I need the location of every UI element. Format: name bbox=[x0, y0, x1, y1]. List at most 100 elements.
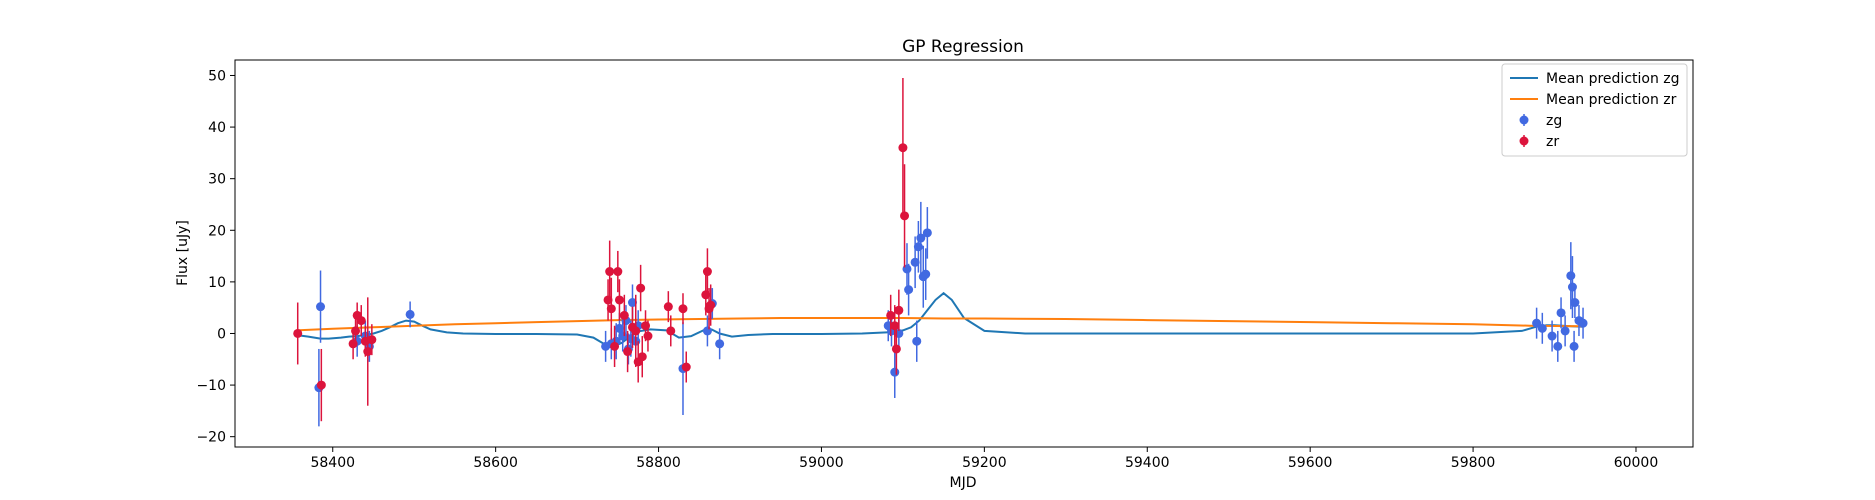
legend: Mean prediction zg Mean prediction zr zg… bbox=[1501, 63, 1688, 157]
data-point-zr bbox=[363, 347, 373, 357]
x-tick: 59800 bbox=[1451, 447, 1496, 471]
data-point-zr bbox=[606, 304, 616, 314]
data-point-zg bbox=[316, 302, 326, 312]
x-tick-label: 58400 bbox=[310, 455, 355, 471]
data-point-zr bbox=[702, 267, 712, 277]
data-point-zg bbox=[627, 298, 637, 308]
data-point-zr bbox=[900, 211, 910, 221]
legend-marker-zr bbox=[1519, 136, 1529, 146]
data-point-zr bbox=[293, 328, 303, 338]
data-point-zg bbox=[910, 257, 920, 267]
data-point-zg bbox=[921, 269, 931, 279]
data-point-zr bbox=[610, 341, 620, 351]
y-tick-label: 10 bbox=[208, 275, 226, 291]
x-tick-label: 59000 bbox=[799, 455, 844, 471]
x-tick: 59600 bbox=[1288, 447, 1333, 471]
y-tick: 30 bbox=[208, 172, 235, 188]
x-tick-label: 58600 bbox=[473, 455, 518, 471]
data-point-zg bbox=[916, 233, 926, 243]
data-point-zr bbox=[351, 326, 361, 336]
data-point-zr bbox=[631, 326, 641, 336]
data-point-zg bbox=[715, 339, 725, 349]
data-point-zr bbox=[316, 380, 326, 390]
x-tick-label: 58800 bbox=[636, 455, 681, 471]
data-point-zg bbox=[1578, 318, 1588, 328]
chart-title: GP Regression bbox=[902, 37, 1024, 57]
y-tick: −20 bbox=[196, 430, 235, 446]
data-point-zg bbox=[1547, 331, 1557, 341]
x-tick: 60000 bbox=[1614, 447, 1659, 471]
data-point-zr bbox=[666, 326, 676, 336]
x-tick-label: 59400 bbox=[1125, 455, 1170, 471]
data-point-zg bbox=[922, 228, 932, 238]
data-point-zg bbox=[405, 309, 415, 319]
plot-frame bbox=[234, 59, 1694, 448]
legend-box bbox=[1501, 63, 1688, 157]
legend-label-zr: zr bbox=[1546, 134, 1559, 150]
data-point-zr bbox=[891, 344, 901, 354]
data-point-zg bbox=[1532, 318, 1542, 328]
x-tick: 58800 bbox=[636, 447, 681, 471]
legend-label-zg: zg bbox=[1546, 113, 1562, 129]
data-point-zr bbox=[663, 302, 673, 312]
legend-label-mean-zr: Mean prediction zr bbox=[1546, 92, 1677, 108]
data-point-zr bbox=[619, 310, 629, 320]
data-point-zg bbox=[614, 323, 624, 333]
x-tick: 59200 bbox=[962, 447, 1007, 471]
y-tick: 20 bbox=[208, 223, 235, 239]
mean-prediction-line-zr bbox=[296, 317, 1584, 332]
x-tick: 58400 bbox=[310, 447, 355, 471]
x-tick: 59400 bbox=[1125, 447, 1170, 471]
y-tick: 10 bbox=[208, 275, 235, 291]
y-tick: 50 bbox=[208, 68, 235, 84]
data-point-zr bbox=[367, 335, 377, 345]
legend-label-mean-zg: Mean prediction zg bbox=[1546, 71, 1680, 87]
data-point-zr bbox=[356, 316, 366, 326]
data-point-zg bbox=[1556, 308, 1566, 318]
data-point-zr bbox=[643, 331, 653, 341]
y-tick-label: 0 bbox=[217, 326, 226, 342]
data-point-zr bbox=[637, 352, 647, 362]
y-tick: −10 bbox=[196, 378, 235, 394]
y-axis-label: Flux [uJy] bbox=[175, 220, 191, 286]
data-point-zg bbox=[1569, 341, 1579, 351]
x-tick: 59000 bbox=[799, 447, 844, 471]
y-tick-label: 40 bbox=[208, 120, 226, 136]
data-point-zg bbox=[912, 336, 922, 346]
x-tick-label: 60000 bbox=[1614, 455, 1659, 471]
data-point-zr bbox=[614, 295, 624, 305]
data-point-zr bbox=[898, 143, 908, 153]
data-point-zg bbox=[702, 326, 712, 336]
data-point-zr bbox=[886, 310, 896, 320]
series-zr bbox=[293, 78, 910, 422]
data-point-zr bbox=[636, 283, 646, 293]
data-point-zr bbox=[623, 347, 633, 357]
data-point-zr bbox=[613, 267, 623, 277]
x-axis-ticks: 58400 58600 58800 59000 59200 59400 59600 59800… bbox=[310, 447, 1658, 471]
data-point-zg bbox=[904, 285, 914, 295]
data-point-zg bbox=[890, 367, 900, 377]
y-tick-label: 30 bbox=[208, 172, 226, 188]
x-tick-label: 59200 bbox=[962, 455, 1007, 471]
x-tick-label: 59600 bbox=[1288, 455, 1333, 471]
x-tick-label: 59800 bbox=[1451, 455, 1496, 471]
plot-area bbox=[293, 78, 1588, 427]
data-point-zg bbox=[1537, 323, 1547, 333]
data-point-zr bbox=[681, 362, 691, 372]
x-axis-label: MJD bbox=[950, 475, 977, 491]
legend-marker-zg bbox=[1519, 115, 1529, 125]
y-tick-label: −10 bbox=[196, 378, 226, 394]
y-tick-label: 20 bbox=[208, 223, 226, 239]
data-point-zr bbox=[890, 321, 900, 331]
x-tick: 58600 bbox=[473, 447, 518, 471]
data-point-zr bbox=[706, 300, 716, 310]
y-tick-label: −20 bbox=[196, 430, 226, 446]
data-point-zg bbox=[1560, 326, 1570, 336]
y-axis-ticks: −20 −10 0 10 20 30 40 50 bbox=[196, 68, 235, 446]
data-point-zr bbox=[678, 304, 688, 314]
data-point-zg bbox=[1570, 298, 1580, 308]
data-points bbox=[293, 78, 1588, 427]
y-tick: 0 bbox=[217, 326, 235, 342]
data-point-zr bbox=[894, 305, 904, 315]
